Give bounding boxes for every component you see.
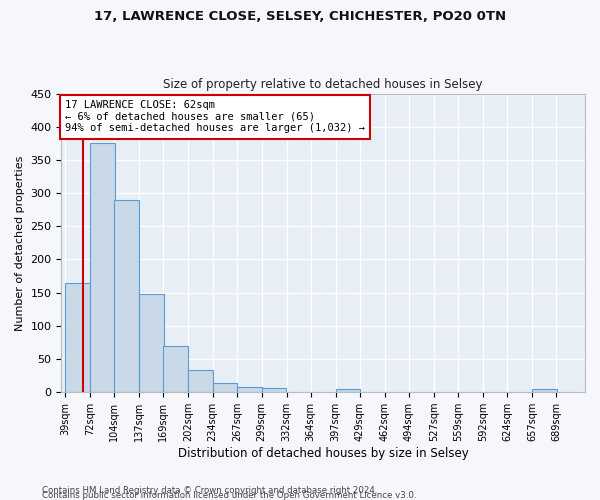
Text: 17, LAWRENCE CLOSE, SELSEY, CHICHESTER, PO20 0TN: 17, LAWRENCE CLOSE, SELSEY, CHICHESTER, … (94, 10, 506, 23)
Bar (532, 389, 557, 392)
Text: 17 LAWRENCE CLOSE: 62sqm
← 6% of detached houses are smaller (65)
94% of semi-de: 17 LAWRENCE CLOSE: 62sqm ← 6% of detache… (65, 100, 365, 134)
Bar (114, 200, 139, 392)
Bar (188, 370, 213, 392)
Bar (163, 346, 188, 392)
Bar (335, 389, 360, 392)
X-axis label: Distribution of detached houses by size in Selsey: Distribution of detached houses by size … (178, 447, 469, 460)
Bar (262, 388, 286, 392)
Bar (65, 282, 90, 392)
Text: Contains public sector information licensed under the Open Government Licence v3: Contains public sector information licen… (42, 491, 416, 500)
Bar (212, 383, 237, 392)
Bar (238, 387, 262, 392)
Text: Contains HM Land Registry data © Crown copyright and database right 2024.: Contains HM Land Registry data © Crown c… (42, 486, 377, 495)
Y-axis label: Number of detached properties: Number of detached properties (15, 155, 25, 330)
Bar (139, 294, 164, 392)
Bar (90, 144, 115, 392)
Title: Size of property relative to detached houses in Selsey: Size of property relative to detached ho… (163, 78, 483, 91)
